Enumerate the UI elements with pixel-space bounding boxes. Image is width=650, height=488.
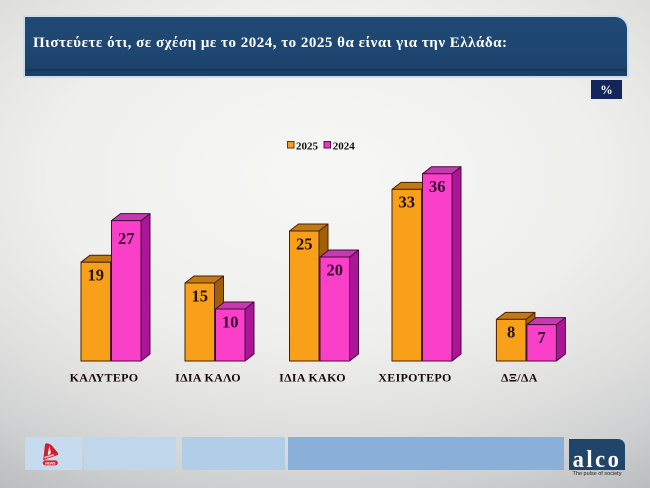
svg-text:36: 36 xyxy=(429,177,446,196)
svg-text:10: 10 xyxy=(222,312,239,331)
svg-text:8: 8 xyxy=(507,323,515,342)
svg-text:ΚΑΛΥΤΕΡΟ: ΚΑΛΥΤΕΡΟ xyxy=(70,371,139,385)
svg-text:ΙΔΙΑ ΚΑΚΟ: ΙΔΙΑ ΚΑΚΟ xyxy=(279,371,346,385)
svg-text:7: 7 xyxy=(538,328,546,347)
svg-text:20: 20 xyxy=(327,260,344,279)
svg-text:25: 25 xyxy=(296,234,313,253)
svg-text:19: 19 xyxy=(88,266,105,285)
svg-text:2024: 2024 xyxy=(333,140,356,152)
svg-text:33: 33 xyxy=(399,193,416,212)
svg-text:27: 27 xyxy=(118,229,135,248)
svg-text:ΧΕΙΡΟΤΕΡΟ: ΧΕΙΡΟΤΕΡΟ xyxy=(378,371,451,385)
svg-text:ΙΔΙΑ ΚΑΛΟ: ΙΔΙΑ ΚΑΛΟ xyxy=(175,371,241,385)
svg-text:ΔΞ/ΔΑ: ΔΞ/ΔΑ xyxy=(501,371,538,385)
svg-text:2025: 2025 xyxy=(296,140,319,152)
svg-text:NEWS: NEWS xyxy=(45,461,56,465)
svg-text:15: 15 xyxy=(192,286,209,305)
